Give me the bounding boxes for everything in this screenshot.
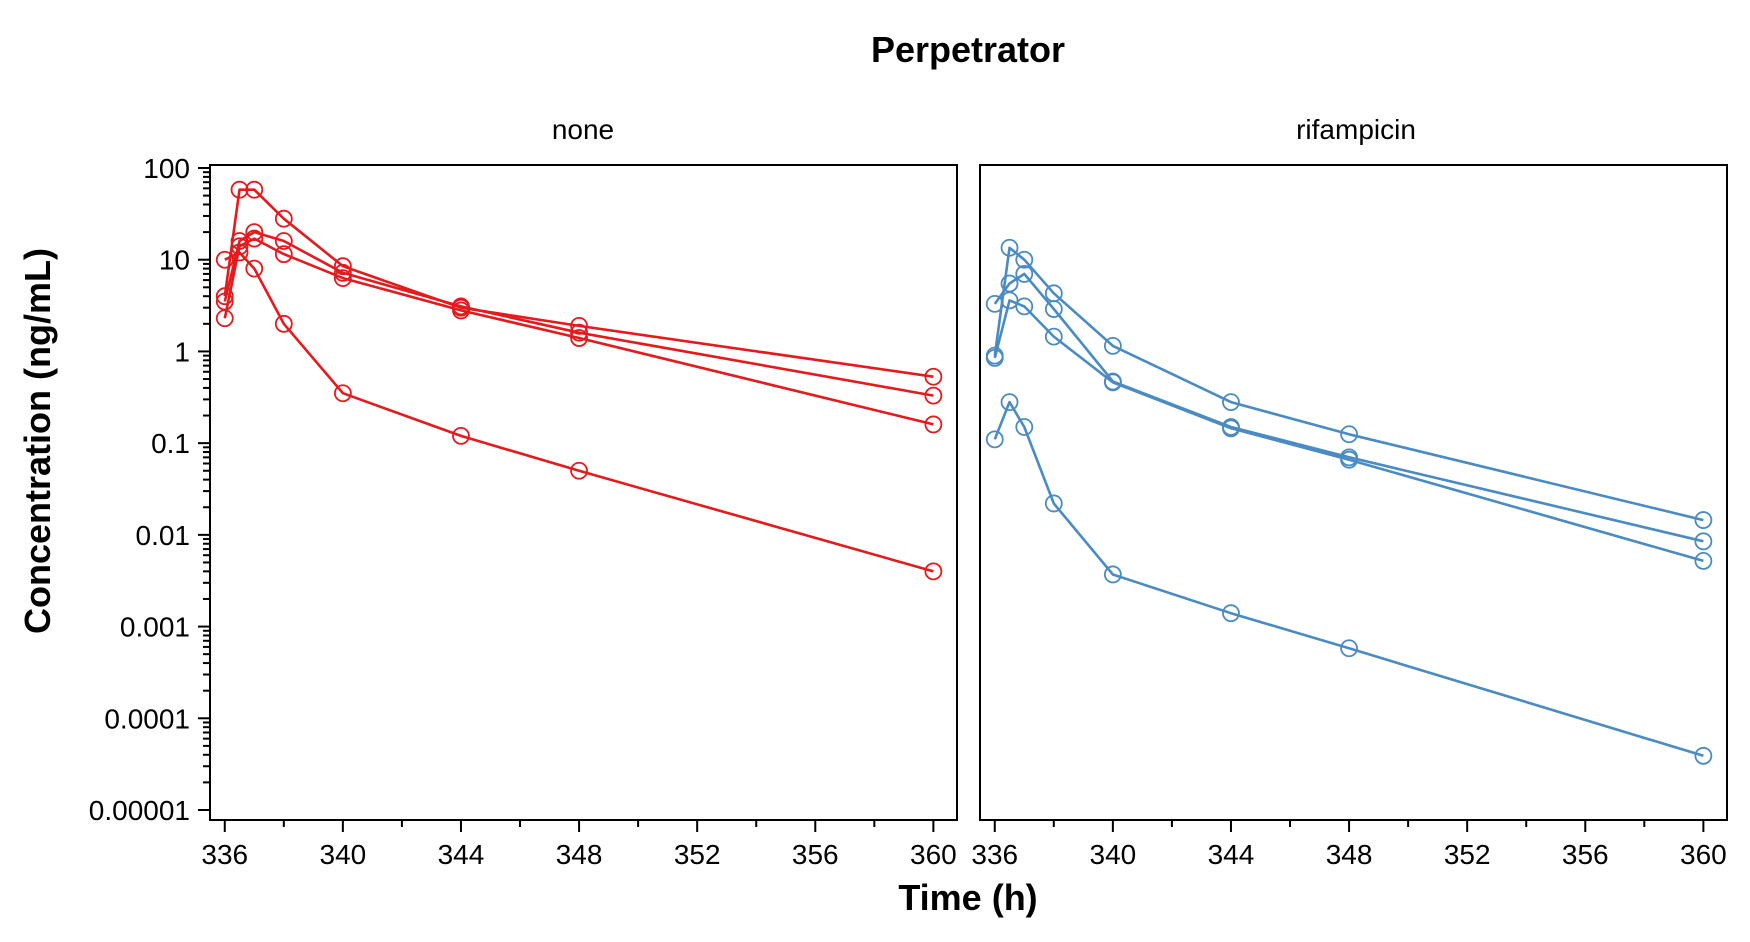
data-point-rifampicin-4 xyxy=(1015,418,1034,436)
data-point-none-1 xyxy=(245,180,264,199)
x-tick-label-none-352: 352 xyxy=(674,839,721,870)
data-point-none-3 xyxy=(333,269,352,288)
y-tick-label-2: 0.001 xyxy=(120,612,190,643)
series-line-rifampicin-3 xyxy=(993,299,1704,563)
data-point-none-3 xyxy=(215,309,234,328)
x-tick-label-rifampicin-356: 356 xyxy=(1562,839,1609,870)
data-point-rifampicin-2 xyxy=(1015,265,1034,283)
data-point-none-2 xyxy=(924,386,943,405)
x-tick-label-none-356: 356 xyxy=(792,839,839,870)
data-point-rifampicin-4 xyxy=(1340,639,1358,658)
data-point-none-4 xyxy=(333,384,352,403)
y-tick-label-4: 0.1 xyxy=(151,428,190,459)
y-tick-label-5: 1 xyxy=(174,336,190,367)
series-line-rifampicin-4 xyxy=(993,400,1704,758)
data-point-rifampicin-4 xyxy=(1044,494,1063,513)
y-tick-label-0: 0.00001 xyxy=(89,795,190,826)
data-point-rifampicin-3 xyxy=(1340,450,1358,469)
series-line-none-1 xyxy=(223,188,934,378)
data-point-rifampicin-3 xyxy=(1015,297,1034,316)
x-tick-label-none-344: 344 xyxy=(438,839,485,870)
data-point-rifampicin-1 xyxy=(1694,511,1713,529)
data-point-rifampicin-4 xyxy=(1222,604,1240,623)
data-point-rifampicin-3 xyxy=(985,349,1004,367)
data-point-rifampicin-4 xyxy=(985,430,1004,449)
chart-title: Perpetrator xyxy=(871,29,1065,70)
data-point-none-2 xyxy=(245,223,264,242)
data-point-rifampicin-1 xyxy=(1015,250,1034,269)
data-point-none-4 xyxy=(570,461,588,480)
data-point-rifampicin-3 xyxy=(1694,552,1713,570)
data-point-rifampicin-1 xyxy=(1000,238,1019,257)
y-axis-title: Concentration (ng/mL) xyxy=(17,248,58,634)
data-point-none-4 xyxy=(245,259,264,278)
panel-label-rifampicin: rifampicin xyxy=(1296,114,1416,145)
y-tick-label-7: 100 xyxy=(143,153,190,184)
data-point-rifampicin-2 xyxy=(1044,300,1063,318)
y-tick-label-6: 10 xyxy=(159,245,190,276)
data-point-none-3 xyxy=(452,301,470,320)
data-point-none-2 xyxy=(452,297,470,316)
data-point-none-1 xyxy=(333,257,352,276)
data-point-rifampicin-2 xyxy=(1694,532,1713,551)
x-tick-label-rifampicin-348: 348 xyxy=(1326,839,1373,870)
panel-label-none: none xyxy=(552,114,614,145)
data-point-none-4 xyxy=(924,562,943,581)
data-point-rifampicin-4 xyxy=(1694,746,1713,765)
x-tick-label-none-340: 340 xyxy=(320,839,367,870)
data-point-none-4 xyxy=(230,243,249,262)
data-point-rifampicin-1 xyxy=(1103,336,1122,355)
y-tick-label-3: 0.01 xyxy=(136,520,191,551)
series-line-rifampicin-1 xyxy=(993,246,1704,522)
x-tick-label-none-360: 360 xyxy=(910,839,957,870)
data-point-none-4 xyxy=(215,250,234,269)
data-point-rifampicin-3 xyxy=(1044,327,1063,346)
data-point-none-4 xyxy=(274,314,293,333)
x-axis-title: Time (h) xyxy=(898,877,1037,918)
data-point-none-3 xyxy=(245,229,264,248)
data-point-rifampicin-3 xyxy=(1000,291,1019,310)
x-tick-label-rifampicin-340: 340 xyxy=(1090,839,1137,870)
data-point-rifampicin-1 xyxy=(1222,393,1240,412)
plot-area: 336 340 344 348 352 356 360 0.00001 0.0001 0.001 0… xyxy=(89,153,1728,870)
panel-frame-none xyxy=(209,164,958,821)
series-line-none-4 xyxy=(224,251,934,573)
data-point-rifampicin-1 xyxy=(1340,425,1358,444)
data-point-none-2 xyxy=(333,263,352,282)
data-point-rifampicin-3 xyxy=(1222,419,1240,438)
data-point-none-2 xyxy=(570,323,588,342)
data-point-rifampicin-2 xyxy=(985,294,1004,313)
data-point-none-1 xyxy=(924,367,943,386)
x-tick-label-rifampicin-352: 352 xyxy=(1444,839,1491,870)
data-point-rifampicin-4 xyxy=(1000,393,1019,412)
data-point-none-4 xyxy=(452,426,470,445)
x-tick-label-rifampicin-336: 336 xyxy=(971,839,1018,870)
data-point-none-1 xyxy=(230,180,249,199)
data-point-none-1 xyxy=(215,287,234,306)
series-line-rifampicin-2 xyxy=(993,272,1704,543)
x-tick-label-rifampicin-344: 344 xyxy=(1208,839,1255,870)
data-point-none-3 xyxy=(274,245,293,264)
data-point-none-2 xyxy=(274,232,293,250)
x-tick-label-none-348: 348 xyxy=(556,839,603,870)
data-point-none-3 xyxy=(570,329,588,347)
x-tick-label-none-336: 336 xyxy=(201,839,248,870)
data-point-rifampicin-4 xyxy=(1103,565,1122,584)
panel-frame-rifampicin xyxy=(979,164,1728,821)
data-point-none-3 xyxy=(924,415,943,434)
x-tick-label-rifampicin-360: 360 xyxy=(1680,839,1727,870)
data-point-none-1 xyxy=(274,209,293,228)
data-point-rifampicin-3 xyxy=(1103,373,1122,392)
y-tick-label-1: 0.0001 xyxy=(104,703,190,734)
